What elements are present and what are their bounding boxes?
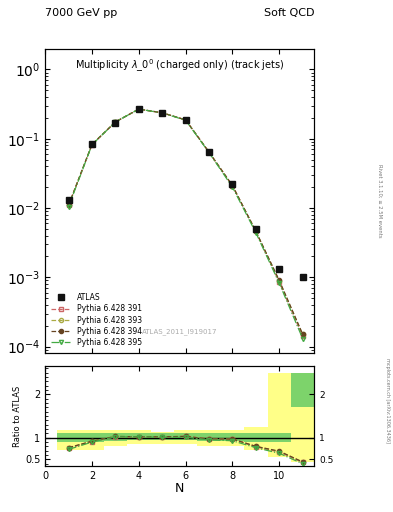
ATLAS bbox=[183, 117, 188, 123]
Pythia 6.428 395 bbox=[230, 184, 235, 190]
ATLAS bbox=[160, 110, 165, 116]
Text: Multiplicity $\lambda\_0^0$ (charged only) (track jets): Multiplicity $\lambda\_0^0$ (charged onl… bbox=[75, 58, 285, 74]
Pythia 6.428 394 bbox=[66, 202, 71, 208]
Pythia 6.428 394 bbox=[277, 278, 282, 284]
Pythia 6.428 391 bbox=[66, 202, 71, 208]
Pythia 6.428 393 bbox=[207, 149, 211, 155]
Pythia 6.428 395 bbox=[253, 230, 258, 236]
Line: Pythia 6.428 395: Pythia 6.428 395 bbox=[66, 107, 305, 341]
ATLAS bbox=[300, 274, 305, 281]
Pythia 6.428 394 bbox=[207, 149, 211, 155]
Pythia 6.428 394 bbox=[136, 106, 141, 112]
Pythia 6.428 391 bbox=[230, 183, 235, 189]
ATLAS bbox=[253, 226, 258, 232]
Line: Pythia 6.428 394: Pythia 6.428 394 bbox=[66, 107, 305, 336]
Pythia 6.428 393 bbox=[136, 106, 141, 112]
Text: Rivet 3.1.10; ≥ 2.5M events: Rivet 3.1.10; ≥ 2.5M events bbox=[377, 164, 382, 238]
Pythia 6.428 395 bbox=[160, 110, 165, 116]
Pythia 6.428 395 bbox=[277, 280, 282, 286]
Pythia 6.428 391 bbox=[113, 119, 118, 125]
ATLAS bbox=[136, 106, 141, 112]
Pythia 6.428 395 bbox=[66, 203, 71, 209]
Pythia 6.428 394 bbox=[90, 141, 94, 147]
Pythia 6.428 391 bbox=[90, 142, 94, 148]
Pythia 6.428 391 bbox=[183, 117, 188, 123]
Pythia 6.428 391 bbox=[277, 279, 282, 285]
ATLAS bbox=[90, 141, 94, 147]
Pythia 6.428 393 bbox=[230, 183, 235, 189]
Line: Pythia 6.428 393: Pythia 6.428 393 bbox=[66, 107, 305, 336]
Text: ATLAS_2011_I919017: ATLAS_2011_I919017 bbox=[142, 328, 218, 335]
Line: Pythia 6.428 391: Pythia 6.428 391 bbox=[66, 107, 305, 338]
Legend: ATLAS, Pythia 6.428 391, Pythia 6.428 393, Pythia 6.428 394, Pythia 6.428 395: ATLAS, Pythia 6.428 391, Pythia 6.428 39… bbox=[49, 291, 144, 350]
Pythia 6.428 391 bbox=[300, 333, 305, 339]
Pythia 6.428 394 bbox=[253, 228, 258, 234]
Y-axis label: Ratio to ATLAS: Ratio to ATLAS bbox=[13, 386, 22, 446]
ATLAS bbox=[277, 266, 282, 272]
Pythia 6.428 394 bbox=[183, 117, 188, 123]
Pythia 6.428 391 bbox=[136, 106, 141, 112]
Pythia 6.428 391 bbox=[207, 149, 211, 155]
Pythia 6.428 393 bbox=[113, 119, 118, 125]
Text: 7000 GeV pp: 7000 GeV pp bbox=[45, 8, 118, 18]
Pythia 6.428 391 bbox=[253, 228, 258, 234]
ATLAS bbox=[230, 181, 235, 187]
Pythia 6.428 391 bbox=[160, 110, 165, 116]
X-axis label: N: N bbox=[175, 482, 184, 495]
Pythia 6.428 395 bbox=[183, 117, 188, 123]
Pythia 6.428 393 bbox=[66, 202, 71, 208]
Pythia 6.428 395 bbox=[300, 335, 305, 342]
Pythia 6.428 394 bbox=[300, 331, 305, 337]
Pythia 6.428 393 bbox=[253, 228, 258, 234]
Pythia 6.428 393 bbox=[160, 110, 165, 116]
Pythia 6.428 393 bbox=[183, 117, 188, 123]
Pythia 6.428 395 bbox=[136, 106, 141, 112]
Text: mcplots.cern.ch [arXiv:1306.3436]: mcplots.cern.ch [arXiv:1306.3436] bbox=[386, 358, 390, 443]
Pythia 6.428 395 bbox=[90, 142, 94, 148]
Pythia 6.428 393 bbox=[300, 331, 305, 337]
Pythia 6.428 394 bbox=[230, 183, 235, 189]
Pythia 6.428 394 bbox=[160, 110, 165, 116]
Pythia 6.428 393 bbox=[277, 278, 282, 284]
Pythia 6.428 395 bbox=[207, 150, 211, 156]
Pythia 6.428 394 bbox=[113, 119, 118, 125]
ATLAS bbox=[66, 197, 71, 203]
ATLAS bbox=[207, 148, 211, 155]
ATLAS bbox=[113, 120, 118, 126]
Line: ATLAS: ATLAS bbox=[65, 105, 306, 281]
Text: Soft QCD: Soft QCD bbox=[264, 8, 314, 18]
Pythia 6.428 395 bbox=[113, 119, 118, 125]
Pythia 6.428 393 bbox=[90, 141, 94, 147]
